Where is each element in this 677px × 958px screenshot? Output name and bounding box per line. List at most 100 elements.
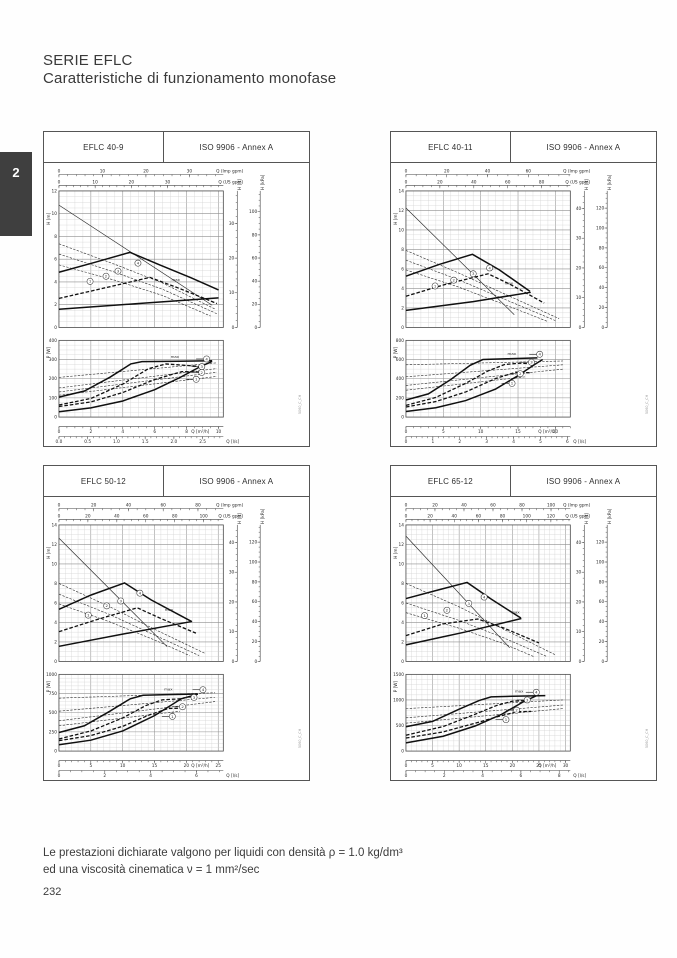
svg-text:20: 20 — [229, 256, 235, 262]
svg-text:H [m]: H [m] — [393, 212, 399, 224]
svg-text:max: max — [164, 686, 173, 691]
svg-text:400: 400 — [396, 376, 404, 382]
svg-text:20: 20 — [444, 169, 450, 175]
svg-text:1: 1 — [89, 279, 92, 284]
svg-text:0: 0 — [401, 325, 404, 331]
svg-text:60: 60 — [599, 599, 605, 605]
svg-text:20: 20 — [576, 599, 582, 605]
svg-text:0: 0 — [601, 659, 604, 665]
svg-text:300: 300 — [49, 357, 57, 363]
performance-chart-eflc-65-12: 0 20 40 60 80 100 Q (Imp gpm)0 20 40 60 80 100 120 Q … — [393, 503, 649, 779]
svg-text:2: 2 — [446, 608, 449, 613]
panel-header: EFLC 40-11 ISO 9906 - Annex A — [391, 132, 656, 163]
page-subtitle: Caratteristiche di funzionamento monofas… — [43, 70, 337, 87]
svg-text:100: 100 — [596, 225, 604, 231]
svg-text:20: 20 — [252, 302, 258, 308]
svg-text:0: 0 — [579, 659, 582, 665]
svg-text:60: 60 — [252, 255, 258, 261]
svg-text:0.0: 0.0 — [56, 439, 63, 445]
svg-text:0: 0 — [579, 325, 582, 331]
svg-text:Q (US gpm): Q (US gpm) — [565, 180, 590, 186]
chart-panel-eflc-40-9: EFLC 40-9 ISO 9906 - Annex A 0 10 20 30 Q (I… — [43, 131, 310, 447]
svg-text:80: 80 — [519, 503, 525, 509]
svg-text:8: 8 — [401, 581, 404, 587]
svg-text:40: 40 — [485, 169, 491, 175]
svg-text:0: 0 — [58, 773, 61, 779]
svg-text:4: 4 — [483, 594, 486, 599]
svg-text:0: 0 — [601, 325, 604, 331]
svg-text:5060_C_CH: 5060_C_CH — [645, 728, 649, 748]
svg-text:0: 0 — [54, 749, 57, 755]
svg-text:Q [l/s]: Q [l/s] — [573, 773, 586, 779]
svg-text:10: 10 — [399, 561, 405, 567]
svg-text:120: 120 — [547, 514, 555, 520]
svg-text:10: 10 — [52, 211, 58, 217]
svg-text:H [kPa]: H [kPa] — [260, 508, 266, 524]
svg-text:20: 20 — [576, 265, 582, 271]
svg-text:1: 1 — [87, 613, 90, 618]
svg-text:120: 120 — [596, 206, 604, 212]
svg-text:0: 0 — [405, 180, 408, 186]
svg-text:20: 20 — [184, 763, 190, 769]
svg-text:Q [l/s]: Q [l/s] — [573, 439, 586, 445]
svg-text:4: 4 — [538, 352, 541, 357]
pump-model-label: EFLC 50-12 — [80, 476, 126, 486]
svg-text:40: 40 — [576, 206, 582, 212]
svg-text:H [ft]: H [ft] — [237, 179, 243, 190]
svg-text:30: 30 — [576, 236, 582, 242]
svg-text:2: 2 — [54, 302, 57, 308]
svg-text:100: 100 — [200, 514, 208, 520]
svg-text:8: 8 — [54, 234, 57, 240]
svg-text:0.5: 0.5 — [84, 439, 91, 445]
svg-text:10: 10 — [120, 763, 126, 769]
svg-text:H [m]: H [m] — [46, 546, 52, 558]
svg-text:2: 2 — [401, 305, 404, 311]
svg-text:3: 3 — [120, 598, 123, 603]
svg-text:0: 0 — [58, 169, 61, 175]
svg-text:14: 14 — [399, 188, 405, 194]
svg-text:15: 15 — [515, 429, 521, 435]
svg-text:2.0: 2.0 — [170, 439, 177, 445]
svg-text:max: max — [165, 607, 174, 612]
svg-text:14: 14 — [52, 522, 58, 528]
svg-text:25: 25 — [216, 763, 222, 769]
svg-text:2: 2 — [401, 639, 404, 645]
svg-text:600: 600 — [396, 357, 404, 363]
svg-text:1.0: 1.0 — [113, 439, 120, 445]
svg-text:10: 10 — [229, 629, 235, 635]
svg-text:250: 250 — [49, 729, 57, 735]
panel-header: EFLC 65-12 ISO 9906 - Annex A — [391, 466, 656, 497]
chart-panel-eflc-40-11: EFLC 40-11 ISO 9906 - Annex A 0 20 40 60 Q (… — [390, 131, 657, 447]
svg-text:80: 80 — [599, 245, 605, 251]
svg-text:500: 500 — [396, 723, 404, 729]
svg-text:40: 40 — [471, 180, 477, 186]
svg-text:10: 10 — [216, 429, 222, 435]
panel-header: EFLC 40-9 ISO 9906 - Annex A — [44, 132, 309, 163]
svg-text:Q (US gpm): Q (US gpm) — [218, 180, 243, 186]
svg-text:60: 60 — [490, 503, 496, 509]
svg-text:2: 2 — [201, 370, 204, 375]
svg-text:0: 0 — [405, 439, 408, 445]
svg-text:3: 3 — [526, 697, 529, 702]
svg-text:6: 6 — [153, 429, 156, 435]
svg-text:0: 0 — [405, 763, 408, 769]
svg-text:30: 30 — [229, 221, 235, 227]
svg-text:200: 200 — [396, 395, 404, 401]
svg-text:6: 6 — [401, 266, 404, 272]
note-line-1: Le prestazioni dichiarate valgono per li… — [43, 847, 403, 859]
svg-text:10: 10 — [100, 169, 106, 175]
iso-standard-label: ISO 9906 - Annex A — [162, 466, 309, 496]
svg-text:3: 3 — [201, 364, 204, 369]
svg-text:10: 10 — [576, 629, 582, 635]
svg-text:H [m]: H [m] — [393, 546, 399, 558]
page-title: SERIE EFLC — [43, 52, 133, 69]
svg-text:Q (Imp gpm): Q (Imp gpm) — [216, 169, 243, 175]
section-tab: 2 — [0, 152, 32, 236]
svg-text:10: 10 — [478, 429, 484, 435]
svg-text:4: 4 — [481, 773, 484, 779]
svg-text:750: 750 — [49, 691, 57, 697]
svg-text:0: 0 — [401, 415, 404, 421]
svg-text:20: 20 — [553, 429, 559, 435]
svg-text:0: 0 — [405, 429, 408, 435]
pump-model-label: EFLC 40-9 — [83, 142, 124, 152]
